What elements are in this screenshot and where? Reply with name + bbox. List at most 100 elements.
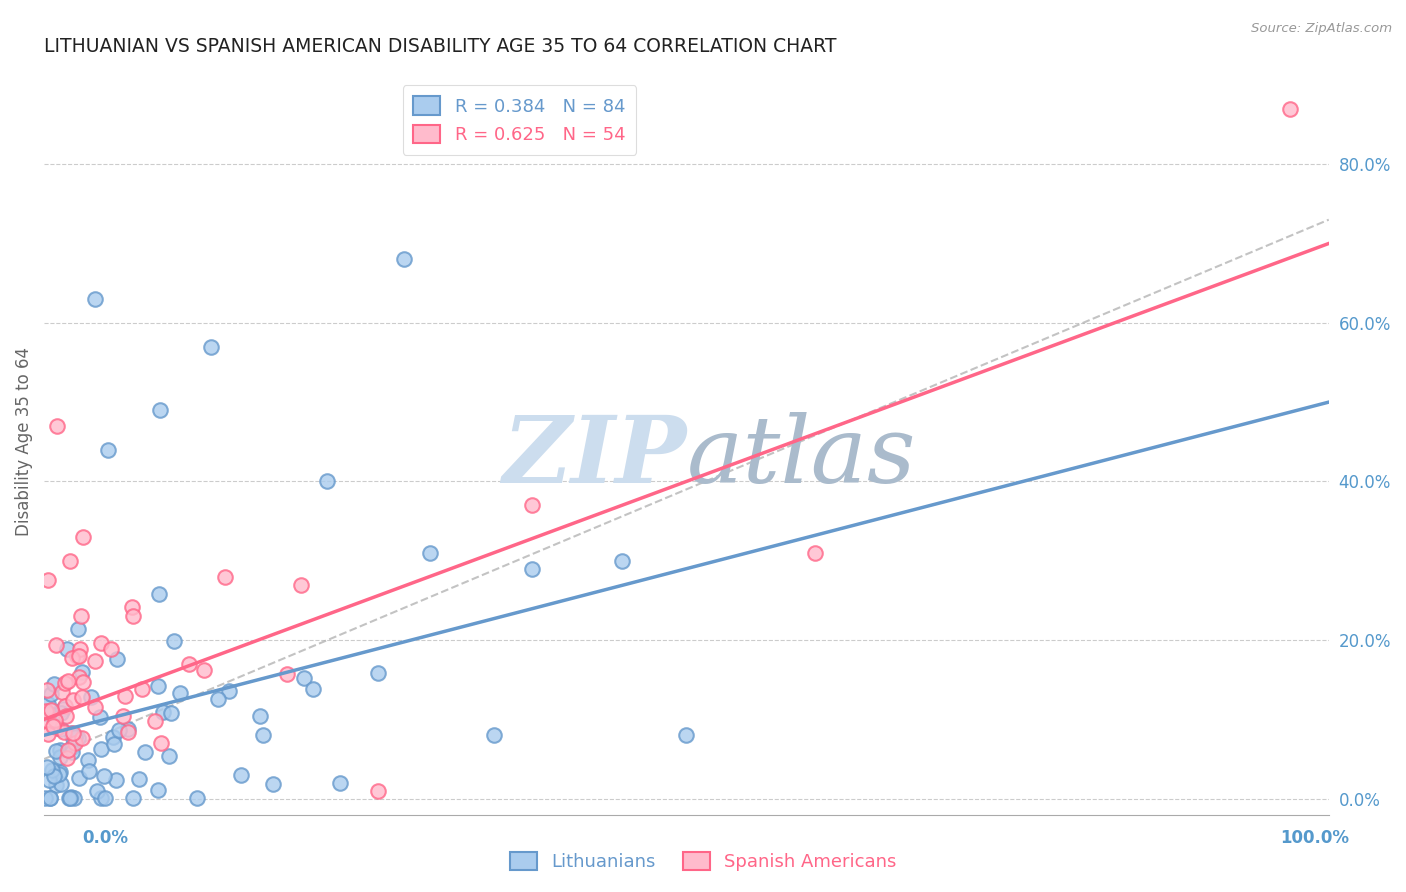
Point [46, 418, 69, 433]
Point [418, 546, 440, 560]
Point [114, 689, 136, 703]
Point [218, 684, 240, 698]
Point [41, 763, 63, 777]
Point [290, 577, 312, 591]
Point [58, 791, 80, 805]
Point [38, 707, 60, 722]
Point [117, 725, 139, 739]
Text: ZIP: ZIP [502, 412, 686, 501]
Point [45, 778, 67, 792]
Point [522, 562, 544, 576]
Point [48, 743, 70, 757]
Point [90, 636, 112, 650]
Point [193, 664, 215, 678]
Point [62, 692, 84, 706]
Point [169, 686, 191, 700]
Point [35, 704, 58, 718]
Point [70, 731, 93, 746]
Point [177, 657, 200, 672]
Point [315, 475, 337, 489]
Point [52, 724, 75, 739]
Point [105, 652, 128, 666]
Point [252, 728, 274, 742]
Text: 0.0%: 0.0% [83, 829, 128, 847]
Point [49, 706, 72, 720]
Point [55, 709, 77, 723]
Point [149, 736, 172, 750]
Point [42, 719, 65, 733]
Text: 100.0%: 100.0% [1279, 829, 1350, 847]
Point [292, 672, 315, 686]
Point [51, 685, 73, 699]
Legend: Lithuanians, Spanish Americans: Lithuanians, Spanish Americans [502, 845, 904, 879]
Point [90, 791, 112, 805]
Point [67, 649, 90, 664]
Point [186, 791, 208, 805]
Point [39, 791, 62, 805]
Point [80, 690, 103, 704]
Point [65, 736, 87, 750]
Point [58, 791, 80, 805]
Point [48, 764, 70, 779]
Legend: R = 0.384   N = 84, R = 0.625   N = 54: R = 0.384 N = 84, R = 0.625 N = 54 [402, 86, 637, 155]
Point [83, 654, 105, 668]
Point [34, 791, 56, 805]
Point [105, 773, 128, 788]
Point [49, 749, 72, 764]
Text: LITHUANIAN VS SPANISH AMERICAN DISABILITY AGE 35 TO 64 CORRELATION CHART: LITHUANIAN VS SPANISH AMERICAN DISABILIT… [44, 37, 837, 56]
Point [482, 728, 505, 742]
Point [56, 743, 79, 757]
Point [41, 702, 63, 716]
Point [121, 600, 143, 615]
Point [329, 776, 352, 790]
Point [1279, 102, 1302, 116]
Point [62, 726, 84, 740]
Point [77, 764, 100, 779]
Point [90, 742, 112, 756]
Point [97, 442, 120, 457]
Point [42, 677, 65, 691]
Point [67, 771, 90, 785]
Point [69, 608, 91, 623]
Point [163, 633, 186, 648]
Point [59, 725, 82, 739]
Point [612, 554, 634, 568]
Point [148, 587, 170, 601]
Point [122, 791, 145, 805]
Point [55, 751, 77, 765]
Point [302, 682, 325, 697]
Point [37, 573, 59, 587]
Point [67, 731, 90, 745]
Point [157, 749, 180, 764]
Point [249, 709, 271, 723]
Point [39, 791, 62, 805]
Point [134, 745, 156, 759]
Point [214, 570, 236, 584]
Point [276, 667, 298, 681]
Point [59, 554, 82, 568]
Point [53, 699, 76, 714]
Point [67, 670, 90, 684]
Point [51, 702, 73, 716]
Point [39, 687, 62, 701]
Point [38, 772, 60, 787]
Point [675, 728, 697, 742]
Point [72, 674, 94, 689]
Point [229, 768, 252, 782]
Point [60, 745, 83, 759]
Point [70, 690, 93, 704]
Point [37, 707, 59, 722]
Point [56, 641, 79, 656]
Point [51, 777, 73, 791]
Point [56, 673, 79, 688]
Point [84, 700, 107, 714]
Point [207, 692, 229, 706]
Point [38, 715, 60, 730]
Point [103, 737, 125, 751]
Point [66, 648, 89, 663]
Point [804, 546, 827, 560]
Point [59, 790, 82, 805]
Point [128, 772, 150, 787]
Y-axis label: Disability Age 35 to 64: Disability Age 35 to 64 [15, 347, 32, 536]
Point [37, 682, 59, 697]
